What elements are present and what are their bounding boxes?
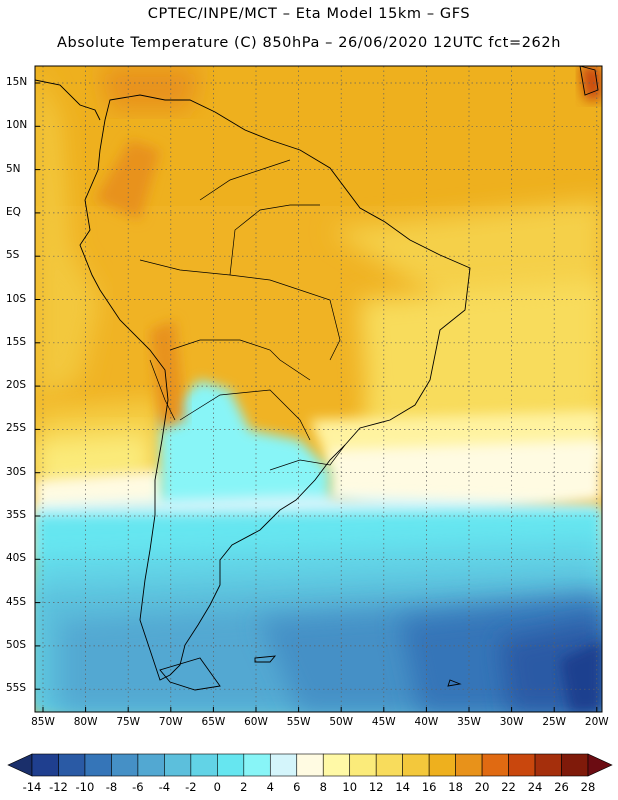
- lon-label: 85W: [31, 716, 55, 728]
- lon-label: 60W: [244, 716, 268, 728]
- colorbar-label: 24: [527, 780, 543, 794]
- lat-label: EQ: [6, 205, 21, 218]
- graticule: [35, 66, 602, 712]
- colorbar-swatch: [455, 753, 483, 777]
- map-frame: [34, 65, 603, 713]
- colorbar-swatch: [322, 753, 351, 777]
- colorbar-swatch: [269, 753, 298, 777]
- lat-label: 35S: [6, 509, 27, 521]
- colorbar-label: -4: [158, 780, 171, 794]
- colorbar-label: 14: [395, 780, 410, 794]
- map-title-line1: CPTEC/INPE/MCT – Eta Model 15km – GFS: [147, 6, 471, 22]
- lon-label: 30W: [499, 716, 524, 728]
- coastlines: [34, 65, 599, 691]
- colorbar-swatch: [217, 753, 245, 777]
- colorbar-swatch: [164, 753, 192, 777]
- country-borders: [139, 159, 346, 471]
- colorbar-label: 28: [580, 780, 596, 794]
- colorbar-label: 18: [448, 780, 463, 794]
- colorbar-over-arrow: [587, 753, 613, 777]
- lat-label: 25S: [6, 422, 27, 435]
- lat-label: 10N: [6, 119, 28, 132]
- colorbar-label: 6: [293, 780, 301, 794]
- colorbar-label: 4: [266, 780, 274, 794]
- colorbar-label: -12: [49, 780, 68, 794]
- lon-label: 40W: [414, 716, 439, 728]
- colorbar-label: 2: [240, 780, 248, 794]
- colorbar-label: -6: [132, 780, 144, 794]
- colorbar-swatch: [534, 753, 562, 777]
- lon-label: 45W: [371, 716, 396, 728]
- lon-label: 20W: [584, 716, 609, 728]
- colorbar-label: 12: [368, 780, 384, 794]
- colorbar-swatch: [190, 753, 218, 777]
- colorbar-label: 22: [501, 780, 516, 794]
- lon-label: 25W: [542, 716, 567, 728]
- colorbar-swatch: [137, 753, 165, 777]
- lon-label: 75W: [116, 716, 141, 728]
- colorbar-swatch: [349, 753, 377, 777]
- lat-label: 40S: [6, 552, 27, 565]
- colorbar-swatch: [84, 753, 112, 777]
- lon-label: 50W: [329, 716, 354, 728]
- colorbar-swatch: [508, 753, 536, 777]
- colorbar: [7, 753, 613, 777]
- colorbar-swatch: [296, 753, 324, 777]
- lat-label: 50S: [6, 638, 27, 651]
- lat-label: 20S: [6, 379, 27, 392]
- lat-label: 15S: [6, 335, 27, 348]
- colorbar-under-arrow: [7, 753, 33, 777]
- lat-label: 5N: [6, 162, 21, 175]
- colorbar-swatch: [111, 753, 139, 777]
- axis-ticks: [35, 82, 598, 712]
- colorbar-swatch: [31, 753, 59, 777]
- colorbar-swatch: [561, 753, 589, 777]
- lat-label: 15N: [6, 76, 28, 88]
- lat-label: 30S: [6, 465, 27, 478]
- temperature-field: [35, 66, 602, 712]
- colorbar-swatch: [243, 753, 271, 777]
- colorbar-swatch: [428, 753, 456, 777]
- colorbar-label: 0: [213, 780, 221, 794]
- colorbar-label: 16: [421, 780, 437, 794]
- lon-label: 80W: [73, 716, 98, 728]
- lon-label: 55W: [286, 716, 311, 728]
- map-title-line2: Absolute Temperature (C) 850hPa – 26/06/…: [57, 35, 561, 51]
- lon-label: 35W: [457, 716, 481, 728]
- colorbar-label: -14: [22, 780, 42, 794]
- colorbar-swatch: [402, 753, 430, 777]
- colorbar-swatch: [375, 753, 403, 777]
- colorbar-label: 8: [319, 780, 327, 794]
- colorbar-swatch: [481, 753, 509, 777]
- colorbar-label: -8: [105, 780, 118, 794]
- colorbar-label: 20: [474, 780, 490, 794]
- lat-label: 10S: [6, 292, 27, 305]
- lon-label: 70W: [158, 716, 183, 728]
- colorbar-label: 10: [342, 780, 358, 794]
- lon-label: 65W: [201, 716, 226, 728]
- colorbar-swatch: [58, 753, 86, 777]
- colorbar-label: -10: [75, 780, 95, 794]
- colorbar-label: 26: [554, 780, 569, 794]
- lat-label: 55S: [6, 682, 27, 695]
- lat-label: 45S: [6, 595, 27, 608]
- lat-label: 5S: [6, 249, 20, 262]
- colorbar-label: -2: [185, 780, 197, 794]
